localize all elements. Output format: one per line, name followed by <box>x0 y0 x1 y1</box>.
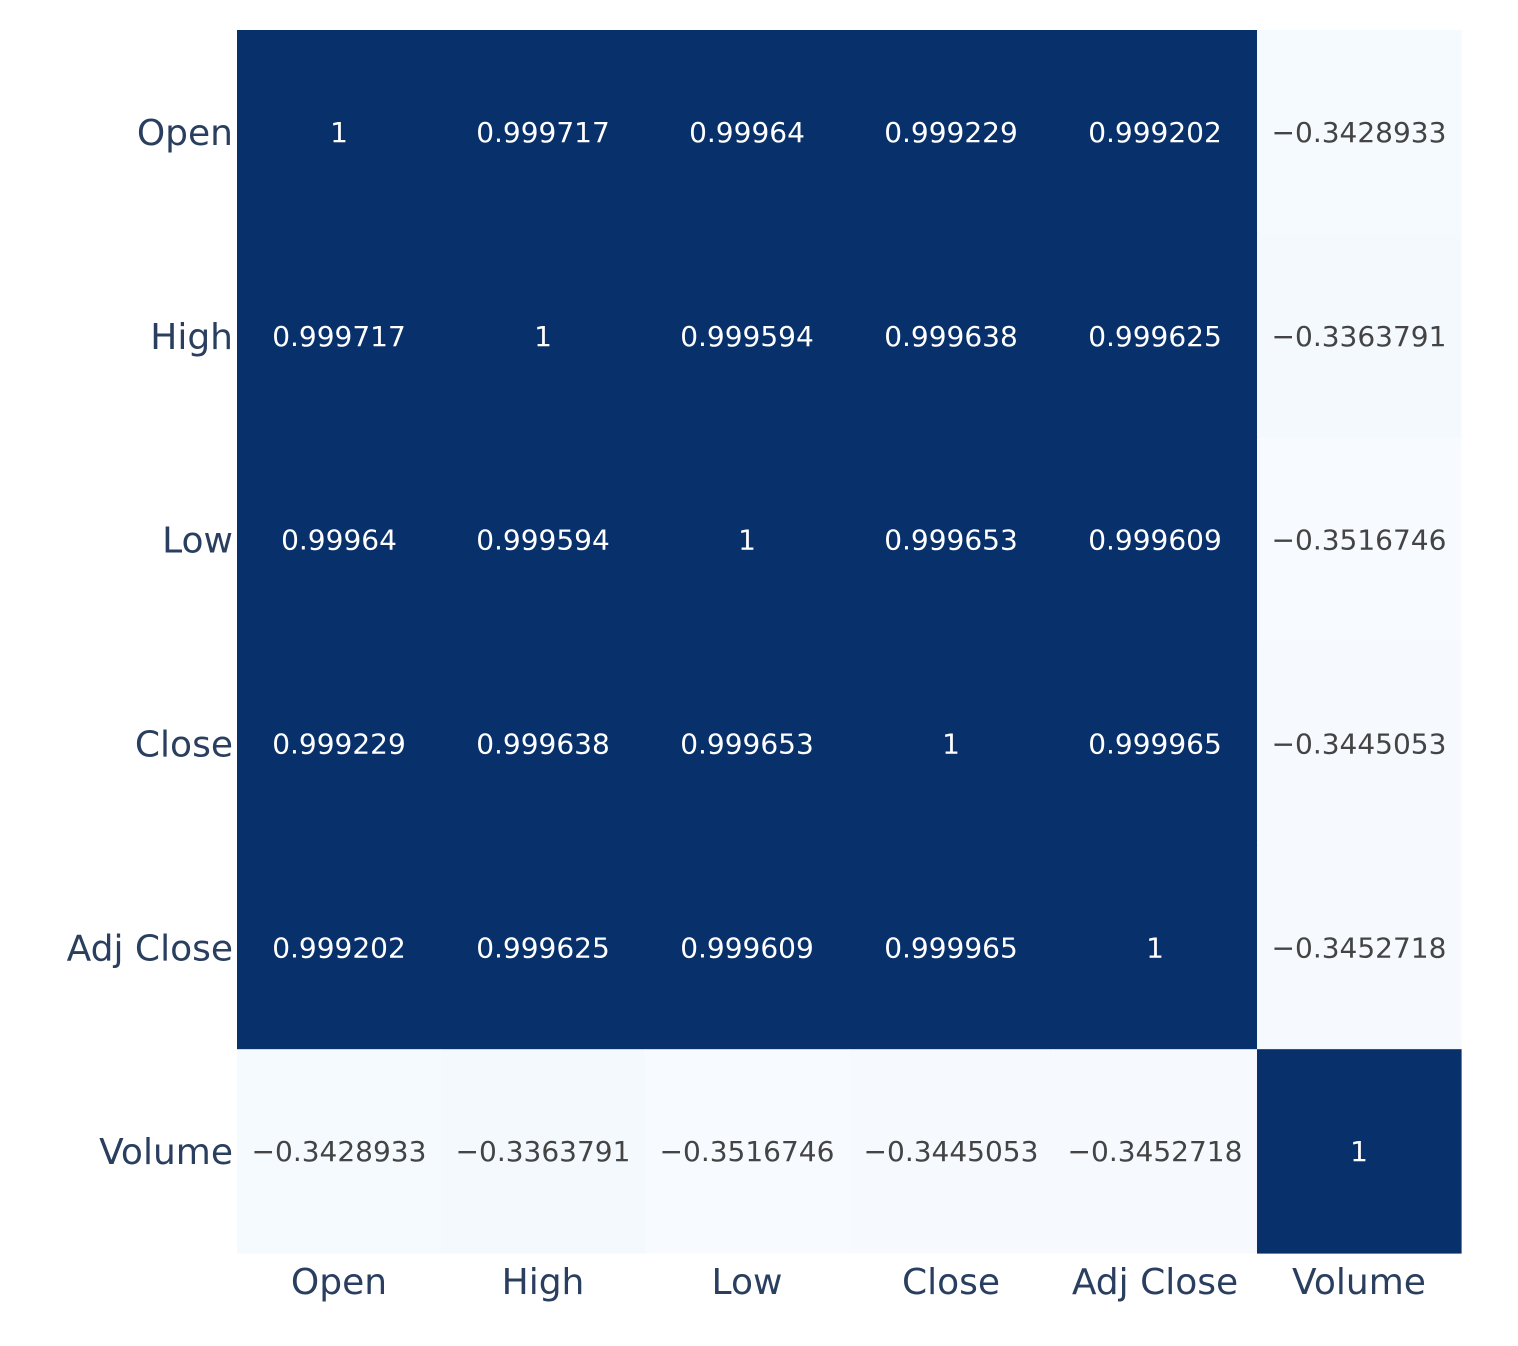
heatmap-cell-value: 0.999202 <box>1088 116 1222 149</box>
heatmap-cell <box>441 641 646 846</box>
heatmap-cell <box>1053 437 1258 643</box>
heatmap-cell-value: 1 <box>330 116 348 149</box>
heatmap-cell <box>1257 1049 1462 1254</box>
heatmap-cell-value: 0.99964 <box>281 524 397 557</box>
heatmap-cell <box>441 30 646 235</box>
y-axis-tick-label: Close <box>135 724 233 765</box>
heatmap-cell-value: 0.999638 <box>476 727 610 760</box>
heatmap-cell-value: 1 <box>942 727 960 760</box>
heatmap-cell-value: 0.999229 <box>272 727 406 760</box>
heatmap-cell <box>1053 30 1258 235</box>
heatmap-cell <box>1257 641 1462 846</box>
heatmap-cell-value: 0.999653 <box>884 524 1018 557</box>
y-axis-tick-label: Low <box>162 521 233 562</box>
heatmap-cell-value: −0.3516746 <box>1272 524 1447 557</box>
heatmap-cells <box>237 30 1462 1254</box>
heatmap-cell <box>441 437 646 643</box>
heatmap-cell <box>645 437 850 643</box>
heatmap-cell-value: −0.3363791 <box>1272 320 1447 353</box>
heatmap-cell-value: 0.999202 <box>272 931 406 964</box>
heatmap-cell <box>1053 845 1258 1050</box>
heatmap-cell <box>441 233 646 439</box>
heatmap-cell-value: 0.999609 <box>1088 524 1222 557</box>
x-axis-tick-label: Volume <box>1292 1262 1426 1303</box>
heatmap-cell <box>1257 437 1462 643</box>
heatmap-cell-value: −0.3428933 <box>1272 116 1447 149</box>
heatmap-cell <box>645 1049 850 1254</box>
heatmap-cell <box>441 845 646 1050</box>
heatmap-cell <box>1053 641 1258 846</box>
heatmap-cell <box>441 1049 646 1254</box>
heatmap-cell <box>849 1049 1054 1254</box>
x-axis-tick-label: Close <box>902 1262 1000 1303</box>
heatmap-cell-value: 0.999625 <box>1088 320 1222 353</box>
heatmap-cell-value: −0.3363791 <box>456 1135 631 1168</box>
heatmap-cell <box>849 233 1054 439</box>
heatmap-cell <box>645 30 850 235</box>
heatmap-cell <box>849 437 1054 643</box>
heatmap-cell-value: 1 <box>1146 931 1164 964</box>
y-axis-tick-label: Volume <box>99 1132 233 1173</box>
heatmap-cell-value: 0.999717 <box>476 116 610 149</box>
heatmap-cell-value: 1 <box>534 320 552 353</box>
x-axis-tick-label: High <box>502 1262 585 1303</box>
heatmap-cell-value: 1 <box>1350 1135 1368 1168</box>
heatmap-cell <box>237 30 442 235</box>
heatmap-cell <box>237 641 442 846</box>
heatmap-cell-value: 1 <box>738 524 756 557</box>
y-axis-tick-label: Adj Close <box>67 928 233 969</box>
x-axis-tick-label: Low <box>712 1262 783 1303</box>
heatmap-cell-value: 0.999625 <box>476 931 610 964</box>
heatmap-cell-labels: 1 0.999717 0.99964 0.999229 0.999202 −0.34289… <box>252 116 1447 1168</box>
heatmap-cell-value: 0.999653 <box>680 727 814 760</box>
heatmap-cell-value: −0.3445053 <box>864 1135 1039 1168</box>
heatmap-cell <box>849 30 1054 235</box>
y-axis-tick-labels: Open High Low Close Adj Close Volume <box>67 113 233 1173</box>
heatmap-cell-value: −0.3516746 <box>660 1135 835 1168</box>
x-axis-tick-label: Open <box>291 1262 387 1303</box>
y-axis-tick-label: Open <box>137 113 233 154</box>
heatmap-cell <box>645 845 850 1050</box>
heatmap-cell <box>1257 845 1462 1050</box>
heatmap-cell-value: 0.999229 <box>884 116 1018 149</box>
heatmap-cell <box>849 845 1054 1050</box>
y-axis-tick-label: High <box>150 317 233 358</box>
heatmap-cell-value: 0.99964 <box>689 116 805 149</box>
x-axis-tick-label: Adj Close <box>1072 1262 1238 1303</box>
heatmap-cell-value: 0.999609 <box>680 931 814 964</box>
heatmap-cell <box>849 641 1054 846</box>
heatmap-cell-value: 0.999965 <box>1088 727 1222 760</box>
heatmap-cell-value: 0.999965 <box>884 931 1018 964</box>
heatmap-cell <box>1257 233 1462 439</box>
heatmap-cell <box>237 845 442 1050</box>
heatmap-cell-value: 0.999594 <box>476 524 610 557</box>
heatmap-cell-value: −0.3445053 <box>1272 727 1447 760</box>
heatmap-cell-value: −0.3428933 <box>252 1135 427 1168</box>
heatmap-cell <box>237 437 442 643</box>
heatmap-cell <box>237 233 442 439</box>
x-axis-tick-labels: Open High Low Close Adj Close Volume <box>291 1262 1426 1303</box>
heatmap-cell-value: 0.999594 <box>680 320 814 353</box>
heatmap-cell-value: 0.999717 <box>272 320 406 353</box>
heatmap-cell <box>645 233 850 439</box>
heatmap-cell <box>1053 1049 1258 1254</box>
heatmap-cell-value: 0.999638 <box>884 320 1018 353</box>
heatmap-cell <box>237 1049 442 1254</box>
heatmap-cell <box>1257 30 1462 235</box>
heatmap-cell-value: −0.3452718 <box>1068 1135 1243 1168</box>
heatmap-cell <box>645 641 850 846</box>
heatmap-cell-value: −0.3452718 <box>1272 931 1447 964</box>
heatmap-cell <box>1053 233 1258 439</box>
